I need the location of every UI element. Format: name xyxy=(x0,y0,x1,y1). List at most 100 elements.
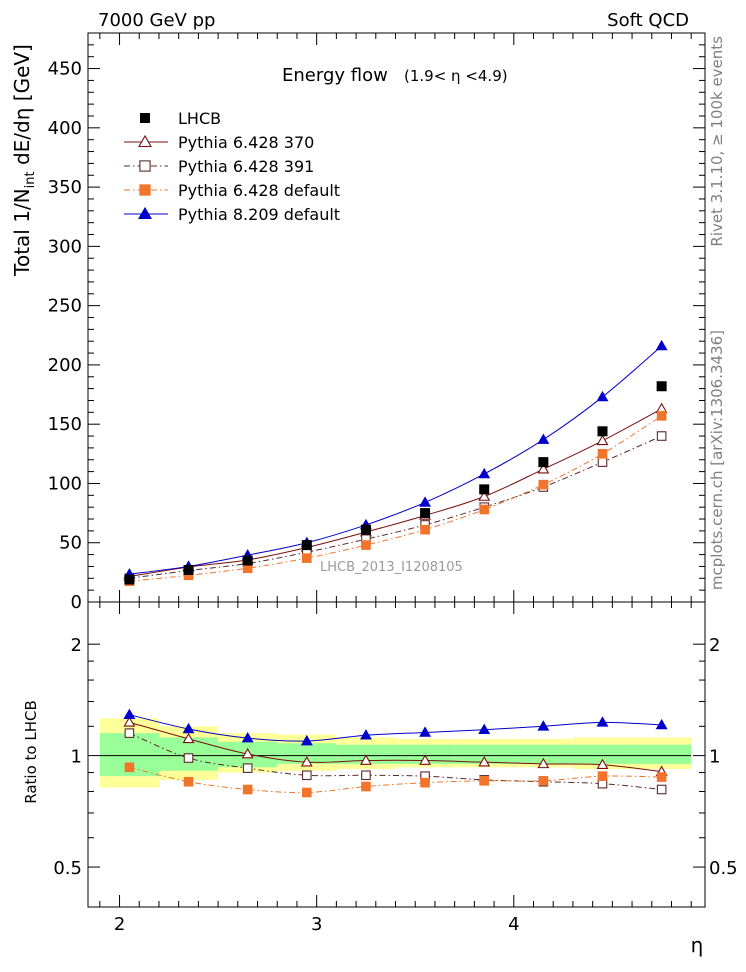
ratio-point-1 xyxy=(183,753,194,763)
ratio-point-3 xyxy=(182,722,195,734)
ratio-point-3 xyxy=(478,723,491,734)
ratio-point-3 xyxy=(241,732,254,743)
y-tick-label: 250 xyxy=(48,296,82,317)
plot-title-range: (1.9< η <4.9) xyxy=(404,67,508,85)
analysis-watermark: LHCB_2013_I1208105 xyxy=(320,560,463,575)
ratio-line-0 xyxy=(129,721,662,773)
ratio-point-0 xyxy=(182,732,195,744)
series-line-3 xyxy=(129,345,662,575)
ratio-point-0 xyxy=(300,756,313,767)
ratio-point-1 xyxy=(124,728,135,738)
ratio-line-2 xyxy=(129,766,662,794)
ratio-band-green xyxy=(632,744,692,764)
series-point-3 xyxy=(478,467,491,479)
legend: LHCB Pythia 6.428 370 Pythia 6.428 391 Pyth… xyxy=(124,109,340,224)
ratio-point-2 xyxy=(242,784,253,795)
lhcb-data-point xyxy=(183,564,194,575)
series-point-2 xyxy=(656,411,667,421)
main-axes: 0 50 100 150 200 250 300 350 400 450 2 3 4 xyxy=(48,33,705,935)
legend-label-3: Pythia 8.209 default xyxy=(178,205,340,224)
ratio-point-2 xyxy=(183,776,194,787)
rivet-version-label: Rivet 3.1.10, ≥ 100k events xyxy=(708,36,726,247)
series-point-1 xyxy=(656,431,667,441)
lhcb-data-point xyxy=(301,540,312,551)
ratio-point-0 xyxy=(478,756,491,767)
series-point-0 xyxy=(478,490,491,501)
lhcb-data-point xyxy=(360,524,371,535)
ratio-point-0 xyxy=(537,757,550,769)
series-point-2 xyxy=(361,540,371,550)
y-tick-label: 0 xyxy=(71,592,82,613)
series-point-0 xyxy=(537,463,550,474)
ratio-point-1 xyxy=(302,770,312,781)
y-axis-label-subscript: int xyxy=(23,171,38,188)
lhcb-data-point xyxy=(656,381,667,392)
ratio-tick-label: 1 xyxy=(71,747,82,768)
ratio-tick-label-right: 2 xyxy=(709,635,720,656)
legend-label-lhcb: LHCB xyxy=(178,109,221,128)
legend-marker-3 xyxy=(138,206,152,220)
ratio-point-3 xyxy=(537,720,550,731)
ratio-tick-label: 0.5 xyxy=(53,858,82,879)
ratio-point-1 xyxy=(242,763,253,773)
series-point-2 xyxy=(420,524,430,535)
ratio-band-green xyxy=(277,743,337,764)
y-axis-label: Total 1/Nint dE/dη [GeV] xyxy=(10,44,38,277)
ratio-axes: 0.5 0.5 1 1 2 2 xyxy=(53,635,737,879)
ratio-axis-label: Ratio to LHCB xyxy=(22,700,40,804)
series-point-3 xyxy=(419,496,432,507)
ratio-point-2 xyxy=(124,762,135,773)
ratio-point-3 xyxy=(123,708,136,719)
y-tick-label: 300 xyxy=(48,236,82,257)
ratio-band-green xyxy=(395,744,455,764)
ratio-point-2 xyxy=(479,776,490,786)
ratio-point-3 xyxy=(596,716,609,727)
ratio-point-3 xyxy=(419,726,432,737)
ratio-point-2 xyxy=(302,787,312,798)
ratio-point-2 xyxy=(361,781,371,792)
ratio-point-1 xyxy=(656,784,667,795)
ratio-line-3 xyxy=(129,714,662,742)
lhcb-data-point xyxy=(597,426,608,437)
ratio-tick-label-right: 0.5 xyxy=(709,858,738,879)
ratio-point-0 xyxy=(359,754,372,765)
ratio-band-green xyxy=(572,744,633,764)
legend-marker-1 xyxy=(139,160,151,172)
ratio-tick-label-right: 1 xyxy=(709,747,720,768)
ratio-point-2 xyxy=(420,777,430,788)
lhcb-data-point xyxy=(242,555,253,566)
mcplots-reference-label: mcplots.cern.ch [arXiv:1306.3436] xyxy=(708,330,726,590)
y-axis-label-tail: dE/dη [GeV] xyxy=(10,44,34,171)
lhcb-data-point xyxy=(538,457,549,468)
ratio-point-3 xyxy=(300,734,313,746)
legend-marker-lhcb xyxy=(140,113,150,123)
plot-title: Energy flow xyxy=(282,65,388,86)
series-point-2 xyxy=(302,553,312,563)
lhcb-data-point xyxy=(124,574,135,585)
ratio-band-green xyxy=(454,744,514,764)
main-series-layer xyxy=(123,339,668,587)
x-tick-label: 2 xyxy=(114,914,125,935)
legend-label-1: Pythia 6.428 391 xyxy=(178,157,314,176)
ratio-point-3 xyxy=(655,718,668,730)
y-tick-label: 450 xyxy=(48,59,82,80)
lhcb-data-point xyxy=(479,484,490,495)
series-point-3 xyxy=(596,390,609,402)
y-tick-label: 100 xyxy=(48,473,82,494)
header-energy-label: 7000 GeV pp xyxy=(98,10,215,31)
series-point-1 xyxy=(597,457,608,467)
ratio-point-2 xyxy=(538,776,549,786)
y-tick-label: 50 xyxy=(59,533,82,554)
ratio-series-layer xyxy=(123,708,668,798)
series-point-3 xyxy=(537,433,550,444)
legend-marker-2 xyxy=(139,184,151,196)
ratio-point-3 xyxy=(359,729,372,740)
series-point-0 xyxy=(596,434,609,446)
ratio-point-0 xyxy=(241,747,254,759)
lhcb-data-point xyxy=(420,508,431,519)
y-axis-label-main: Total 1/N xyxy=(10,188,34,277)
legend-label-0: Pythia 6.428 370 xyxy=(178,133,314,152)
ratio-point-0 xyxy=(419,754,432,765)
ratio-point-0 xyxy=(596,758,609,770)
